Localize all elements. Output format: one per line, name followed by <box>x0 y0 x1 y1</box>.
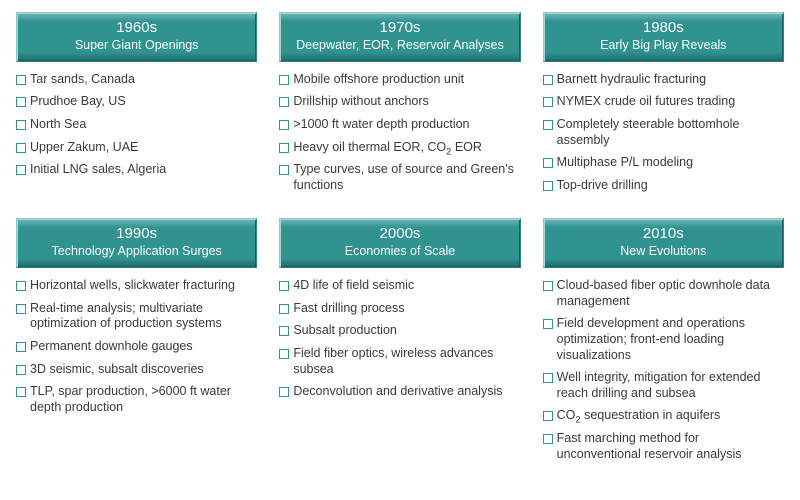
decade-item: Horizontal wells, slickwater fracturing <box>16 278 257 294</box>
decade-card: 2010sNew Evolutions Cloud-based fiber opt… <box>543 218 784 469</box>
decade-items: Barnett hydraulic fracturing NYMEX crude … <box>543 72 784 194</box>
decade-item: 3D seismic, subsalt discoveries <box>16 362 257 378</box>
decade-header: 1990sTechnology Application Surges <box>16 218 257 268</box>
decade-subtitle: Super Giant Openings <box>21 38 252 54</box>
decade-item: Cloud-based fiber optic downhole data ma… <box>543 278 784 309</box>
decade-item: TLP, spar production, >6000 ft water dep… <box>16 384 257 415</box>
decade-item: Tar sands, Canada <box>16 72 257 88</box>
decade-header: 2010sNew Evolutions <box>543 218 784 268</box>
decade-title: 1980s <box>548 19 779 37</box>
decade-item: Drillship without anchors <box>279 94 520 110</box>
decade-item: Type curves, use of source and Green's f… <box>279 162 520 193</box>
decade-card: 1990sTechnology Application Surges Horizo… <box>16 218 257 469</box>
decade-card: 1980sEarly Big Play Reveals Barnett hydra… <box>543 12 784 200</box>
decade-card: 1970sDeepwater, EOR, Reservoir Analyses M… <box>279 12 520 200</box>
decade-items: 4D life of field seismic Fast drilling pr… <box>279 278 520 400</box>
decade-subtitle: New Evolutions <box>548 244 779 260</box>
decade-item: Fast drilling process <box>279 301 520 317</box>
decade-title: 1990s <box>21 225 252 243</box>
decade-item: Fast marching method for unconventional … <box>543 431 784 462</box>
decade-item: 4D life of field seismic <box>279 278 520 294</box>
decade-header: 1980sEarly Big Play Reveals <box>543 12 784 62</box>
decade-items: Cloud-based fiber optic downhole data ma… <box>543 278 784 462</box>
decade-title: 1960s <box>21 19 252 37</box>
decade-subtitle: Early Big Play Reveals <box>548 38 779 54</box>
decade-item: Heavy oil thermal EOR, CO2 EOR <box>279 140 520 156</box>
decade-item: CO2 sequestration in aquifers <box>543 408 784 424</box>
decade-subtitle: Technology Application Surges <box>21 244 252 260</box>
decade-items: Tar sands, Canada Prudhoe Bay, US North Se… <box>16 72 257 178</box>
decade-title: 2010s <box>548 225 779 243</box>
decade-subtitle: Deepwater, EOR, Reservoir Analyses <box>284 38 515 54</box>
decade-item: Field fiber optics, wireless advances su… <box>279 346 520 377</box>
decade-title: 1970s <box>284 19 515 37</box>
decade-item: >1000 ft water depth production <box>279 117 520 133</box>
decade-header: 2000sEconomies of Scale <box>279 218 520 268</box>
decade-item: Real-time analysis; multivariate optimiz… <box>16 301 257 332</box>
decade-item: Well integrity, mitigation for extended … <box>543 370 784 401</box>
decade-card: 2000sEconomies of Scale 4D life of field … <box>279 218 520 469</box>
decade-items: Horizontal wells, slickwater fracturing R… <box>16 278 257 415</box>
decade-header: 1970sDeepwater, EOR, Reservoir Analyses <box>279 12 520 62</box>
decade-item: Multiphase P/L modeling <box>543 155 784 171</box>
decade-item: Completely steerable bottomhole assembly <box>543 117 784 148</box>
decade-item: Top-drive drilling <box>543 178 784 194</box>
decade-title: 2000s <box>284 225 515 243</box>
decade-item: Deconvolution and derivative analysis <box>279 384 520 400</box>
decade-item: Upper Zakum, UAE <box>16 140 257 156</box>
decade-item: Mobile offshore production unit <box>279 72 520 88</box>
decade-item: Subsalt production <box>279 323 520 339</box>
decade-item: Barnett hydraulic fracturing <box>543 72 784 88</box>
decade-item: Field development and operations optimiz… <box>543 316 784 363</box>
decade-header: 1960sSuper Giant Openings <box>16 12 257 62</box>
decade-item: NYMEX crude oil futures trading <box>543 94 784 110</box>
decade-item: Prudhoe Bay, US <box>16 94 257 110</box>
decade-item: Initial LNG sales, Algeria <box>16 162 257 178</box>
decade-items: Mobile offshore production unit Drillship… <box>279 72 520 194</box>
decade-card: 1960sSuper Giant Openings Tar sands, Cana… <box>16 12 257 200</box>
timeline-grid: 1960sSuper Giant Openings Tar sands, Cana… <box>16 12 784 469</box>
decade-item: Permanent downhole gauges <box>16 339 257 355</box>
decade-item: North Sea <box>16 117 257 133</box>
decade-subtitle: Economies of Scale <box>284 244 515 260</box>
